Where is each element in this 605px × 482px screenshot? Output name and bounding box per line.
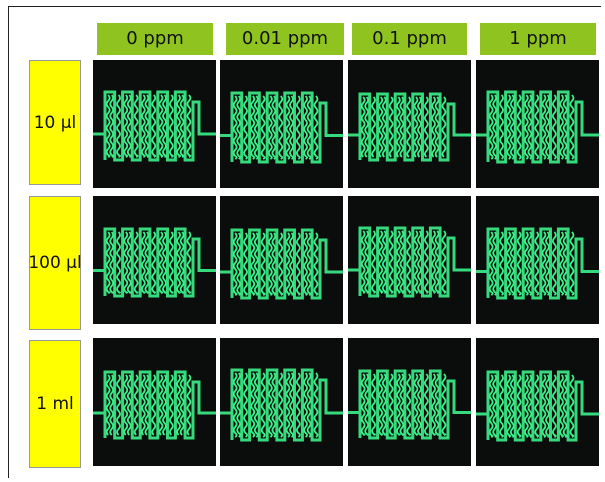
fluorescence-image-panel	[93, 338, 216, 466]
fluorescence-image-panel	[93, 196, 216, 324]
fluorescence-image-panel	[476, 338, 599, 466]
row-label-10ul: 10 µl	[29, 60, 81, 185]
fluorescence-image-panel	[348, 60, 471, 188]
column-label-0ppm: 0 ppm	[97, 23, 213, 55]
column-label-0.01ppm: 0.01 ppm	[226, 23, 344, 55]
fluorescence-image-panel	[93, 60, 216, 188]
fluorescence-image-panel	[220, 338, 343, 466]
fluorescence-image-panel	[476, 60, 599, 188]
fluorescence-image-panel	[220, 196, 343, 324]
row-label-1ml: 1 ml	[29, 340, 81, 468]
column-label-1ppm: 1 ppm	[480, 23, 596, 55]
fluorescence-image-panel	[476, 196, 599, 324]
fluorescence-image-panel	[220, 60, 343, 188]
row-label-100ul: 100 µl	[28, 196, 82, 330]
figure-frame	[8, 6, 601, 478]
fluorescence-image-panel	[348, 338, 471, 466]
fluorescence-image-panel	[348, 196, 471, 324]
column-label-0.1ppm: 0.1 ppm	[352, 23, 467, 55]
